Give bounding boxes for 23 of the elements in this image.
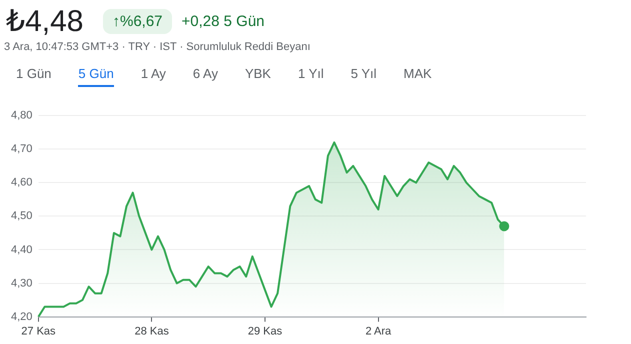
- text: ↑%6,67: [103, 9, 172, 34]
- y-tick-label: 4,20: [10, 310, 32, 323]
- y-tick-label: 4,30: [10, 277, 32, 290]
- x-tick-label: 27 Kas: [21, 325, 56, 338]
- x-tick-label: 29 Kas: [248, 325, 283, 338]
- chart-subtitle: 3 Ara, 10:47:53 GMT+3 · TRY · IST · Sorumluluk Reddi Beyanı: [4, 41, 310, 53]
- text: +0,28 5 Gün: [182, 13, 265, 30]
- text: 5 Yıl: [350, 66, 377, 83]
- text: 1 Ay: [140, 66, 166, 83]
- text: MAK: [404, 66, 432, 83]
- y-tick-label: 4,80: [10, 110, 32, 122]
- text: YBK: [244, 66, 271, 83]
- y-tick-label: 4,40: [10, 244, 32, 256]
- y-tick-label: 4,70: [10, 143, 32, 156]
- text: 5 Gün: [78, 66, 114, 87]
- text: 1 Gün: [16, 66, 52, 83]
- text: 1 Yıl: [298, 66, 324, 83]
- x-tick-label: 2 Ara: [365, 325, 392, 338]
- x-tick-label: 28 Kas: [134, 325, 170, 338]
- chart-title: ₺4,48: [6, 4, 84, 39]
- text: 6 Ay: [192, 66, 218, 83]
- y-tick-label: 4,60: [10, 176, 32, 189]
- y-tick-label: 4,50: [10, 210, 32, 222]
